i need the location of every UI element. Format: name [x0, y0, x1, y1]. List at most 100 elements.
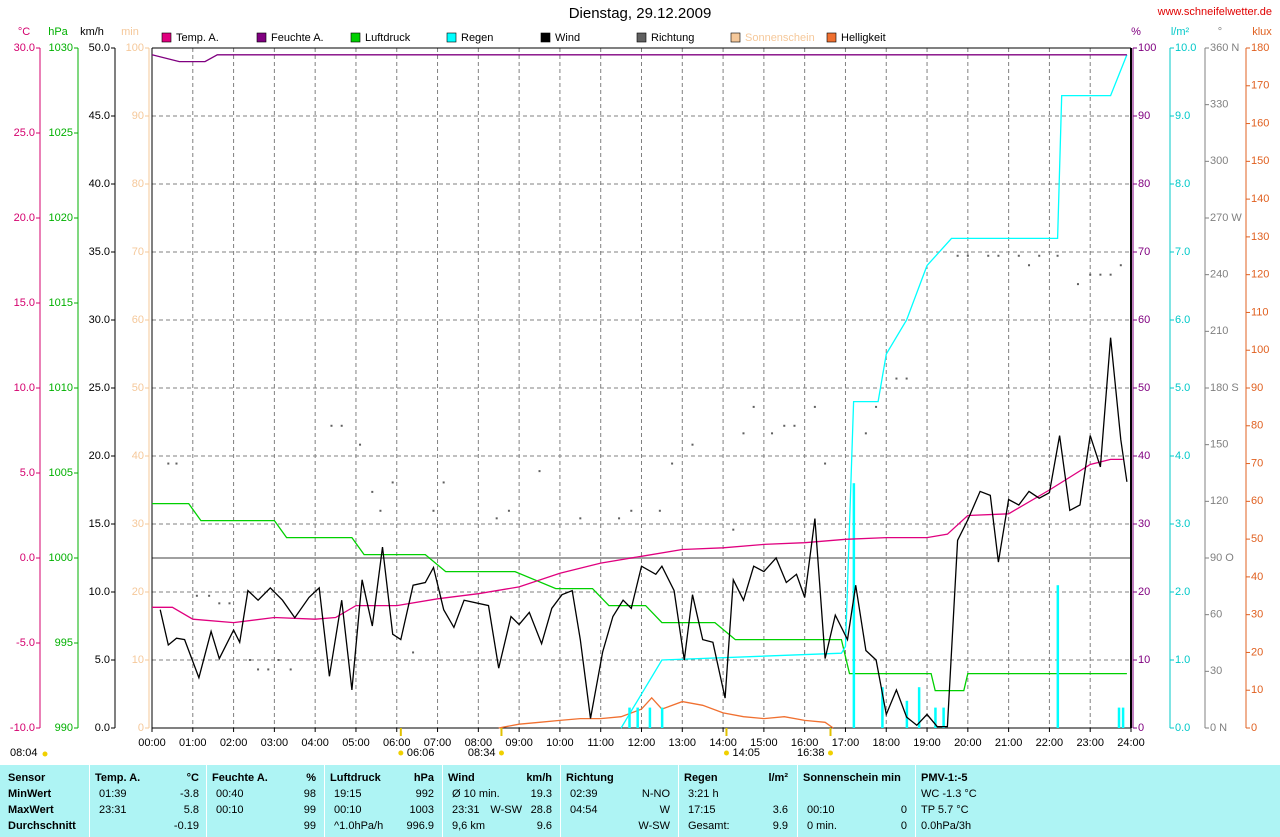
column-separator	[442, 765, 443, 837]
cell: 00:10	[807, 804, 835, 816]
direction-dot	[793, 424, 796, 427]
x-tick-label: 17:00	[832, 737, 860, 749]
row-label: MinWert	[8, 788, 52, 800]
x-tick-label: 06:00	[383, 737, 411, 749]
y-tick-label: 140	[1251, 193, 1269, 205]
cell: TP 5.7 °C	[921, 804, 969, 816]
y-tick-label: 1025	[49, 127, 73, 139]
legend-swatch	[540, 32, 551, 43]
column-title: Sonnenschein min	[803, 772, 901, 784]
row-label: MaxWert	[8, 804, 54, 816]
direction-dot	[618, 517, 621, 520]
legend-label: Sonnenschein	[745, 32, 815, 44]
y-tick-label: 210	[1210, 325, 1228, 337]
y-tick-label: 30	[1210, 665, 1222, 677]
sun-time: 08:34	[468, 747, 496, 759]
y-tick-label: 120	[1210, 495, 1228, 507]
rain-bar	[942, 707, 945, 728]
legend-label: Luftdruck	[365, 32, 411, 44]
cell: ^1.0hPa/h	[334, 820, 384, 832]
y-tick-label: 130	[1251, 231, 1269, 243]
cell: 1003	[409, 804, 434, 816]
y-tick-label: 20	[1138, 586, 1150, 598]
row-header: Sensor	[8, 772, 46, 784]
y-tick-label: 8.0	[1175, 178, 1190, 190]
cell: 04:54	[570, 804, 598, 816]
x-tick-label: 07:00	[424, 737, 452, 749]
y-tick-label: 0.0	[1175, 722, 1190, 734]
direction-dot	[412, 651, 415, 654]
y-tick-label: 90	[1138, 110, 1150, 122]
axis-unit: %	[1131, 26, 1141, 38]
y-tick-label: 4.0	[1175, 450, 1190, 462]
y-tick-label: 90 O	[1210, 552, 1234, 564]
direction-dot	[864, 432, 867, 435]
legend-label: Feuchte A.	[271, 32, 324, 44]
direction-dot	[1028, 264, 1031, 267]
y-tick-label: 300	[1210, 155, 1228, 167]
cell: 0 min.	[807, 820, 837, 832]
cell: Gesamt:	[688, 820, 730, 832]
direction-dot	[783, 424, 786, 427]
y-tick-label: 30	[1251, 609, 1263, 621]
direction-dot	[691, 443, 694, 446]
cell: -3.8	[180, 788, 199, 800]
x-tick-label: 03:00	[261, 737, 289, 749]
y-tick-label: 5.0	[20, 467, 35, 479]
direction-dot	[267, 668, 270, 671]
y-tick-label: 35.0	[89, 246, 110, 258]
cell: 99	[303, 804, 316, 816]
y-tick-label: 20	[132, 586, 144, 598]
sun-icon	[398, 750, 404, 756]
rain-bar	[636, 707, 639, 728]
x-tick-label: 14:00	[709, 737, 737, 749]
column-title: Luftdruck	[330, 772, 381, 784]
cell: 19:15	[334, 788, 362, 800]
legend-label: Wind	[555, 32, 580, 44]
day-length: 08:04	[10, 747, 38, 759]
y-tick-label: 20.0	[14, 212, 35, 224]
x-tick-label: 16:00	[791, 737, 819, 749]
rain-bar	[917, 687, 921, 728]
y-tick-label: 100	[126, 42, 144, 54]
direction-dot	[371, 490, 374, 493]
column-unit: km/h	[526, 772, 552, 784]
axis-unit: km/h	[80, 26, 104, 38]
cell: W-SW	[638, 820, 670, 832]
y-tick-label: 50	[1251, 533, 1263, 545]
source: www.schneifelwetter.de	[1157, 6, 1272, 18]
y-tick-label: 10.0	[89, 586, 110, 598]
y-tick-label: 60	[1138, 314, 1150, 326]
direction-dot	[875, 405, 878, 408]
y-tick-label: 90	[1251, 382, 1263, 394]
direction-dot	[997, 254, 1000, 257]
x-tick-label: 24:00	[1117, 737, 1145, 749]
cell: 9.6	[536, 820, 552, 832]
column-title: Regen	[684, 772, 718, 784]
series-line	[152, 502, 1127, 692]
y-tick-label: 160	[1251, 117, 1269, 129]
column-unit: l/m²	[768, 772, 788, 784]
legend-label: Richtung	[651, 32, 694, 44]
y-tick-label: 0	[1251, 722, 1257, 734]
rain-bar	[660, 707, 664, 728]
legend-swatch	[350, 32, 361, 43]
y-tick-label: 40	[1138, 450, 1150, 462]
rain-bar	[881, 687, 884, 728]
y-tick-label: 0	[138, 722, 144, 734]
cell: 3:21 h	[688, 788, 719, 800]
direction-dot	[1056, 254, 1059, 257]
cell: Ø 10 min.	[452, 788, 500, 800]
cell: 02:39	[570, 788, 598, 800]
column-separator	[89, 765, 90, 837]
direction-dot	[359, 443, 362, 446]
y-tick-label: 90	[132, 110, 144, 122]
y-tick-label: 150	[1210, 439, 1228, 451]
column-separator	[678, 765, 679, 837]
y-tick-label: 7.0	[1175, 246, 1190, 258]
cell: 996.9	[406, 820, 434, 832]
y-tick-label: 45.0	[89, 110, 110, 122]
direction-dot	[195, 594, 198, 597]
y-tick-label: 990	[55, 722, 73, 734]
